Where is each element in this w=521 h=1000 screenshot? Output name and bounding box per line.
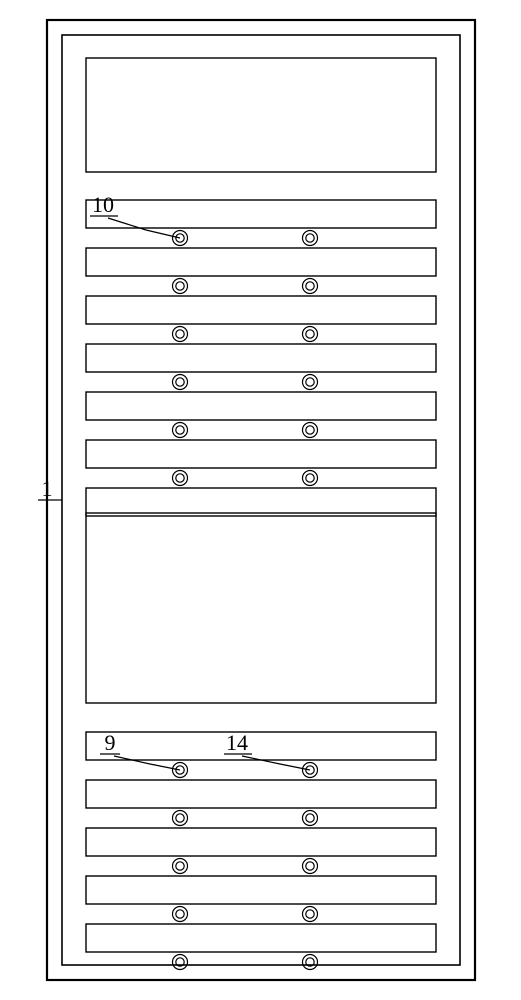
callout-10-label: 10 bbox=[92, 192, 114, 217]
canvas-bg bbox=[0, 0, 521, 1000]
callout-9-label: 9 bbox=[105, 730, 116, 755]
callout-14-label: 14 bbox=[226, 730, 248, 755]
callout-1-label: 1 bbox=[42, 476, 53, 501]
